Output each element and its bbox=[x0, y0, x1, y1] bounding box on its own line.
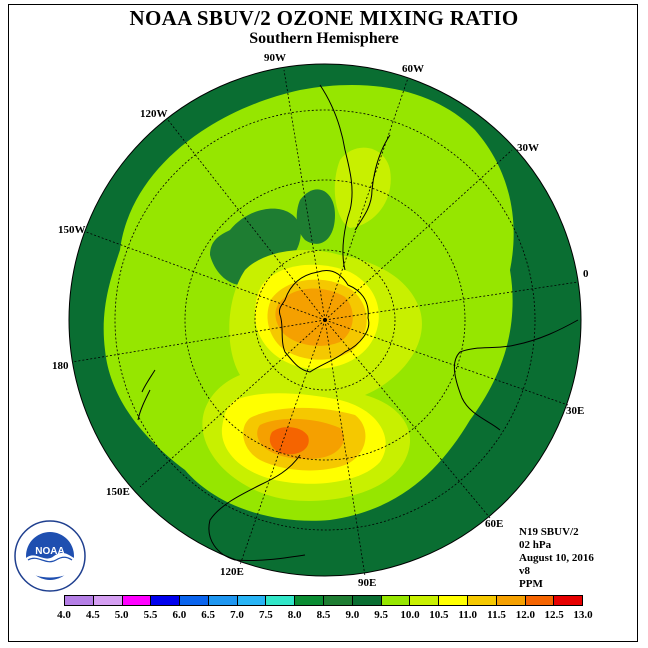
antarctica-coast bbox=[279, 270, 370, 373]
lon-label-90w: 90W bbox=[264, 52, 286, 64]
australia-coast bbox=[208, 454, 306, 562]
pressure-label: 02 hPa bbox=[519, 539, 552, 551]
colorbar-swatch bbox=[554, 596, 583, 605]
colorbar-tick-label: 7.0 bbox=[230, 609, 244, 621]
colorbar-swatch bbox=[352, 596, 382, 605]
plot-frame bbox=[8, 4, 638, 642]
graticule bbox=[71, 69, 579, 577]
logo-text: NOAA bbox=[35, 546, 64, 557]
colorbar-swatch bbox=[237, 596, 267, 605]
colorbar-tick-label: 8.5 bbox=[316, 609, 331, 621]
colorbar-tick-label: 8.0 bbox=[287, 609, 302, 621]
colorbar-swatch bbox=[295, 596, 325, 605]
colorbar-swatch bbox=[381, 596, 411, 605]
lon-label-0: 0 bbox=[583, 268, 589, 280]
new-zealand-coast bbox=[137, 369, 156, 421]
colorbar-swatch bbox=[151, 596, 181, 605]
colorbar-swatch bbox=[208, 596, 238, 605]
colorbar-swatch bbox=[93, 596, 123, 605]
logo-wave-line bbox=[27, 556, 73, 563]
lat-circle-2 bbox=[184, 179, 466, 461]
field-orange bbox=[275, 288, 353, 346]
colorbar-swatch bbox=[410, 596, 440, 605]
meridian-60w bbox=[324, 77, 409, 321]
colorbar-ticks: 4.0 4.5 5.0 5.5 6.0 6.5 7.0 7.5 8.0 8.5 9.0 9.5 10.0… bbox=[57, 609, 593, 623]
lon-label-180: 180 bbox=[52, 360, 69, 372]
colorbar-tick-label: 11.5 bbox=[487, 609, 506, 621]
lon-label-60e: 60E bbox=[485, 518, 504, 530]
lon-label-150w: 150W bbox=[58, 224, 86, 236]
lon-label-30w: 30W bbox=[517, 142, 539, 154]
field-red-orange bbox=[269, 427, 309, 455]
colorbar-swatch bbox=[439, 596, 468, 605]
lon-label-150e: 150E bbox=[106, 486, 130, 498]
colorbar-tick-label: 5.0 bbox=[114, 609, 129, 621]
colorbar-tick-label: 6.0 bbox=[172, 609, 187, 621]
colorbar-tick-label: 12.5 bbox=[544, 609, 564, 621]
meridian-90e bbox=[324, 319, 366, 577]
colorbar-tick-label: 13.0 bbox=[573, 609, 593, 621]
africa-coast bbox=[453, 319, 579, 431]
colorbar-swatch bbox=[324, 596, 353, 605]
lat-circle-1 bbox=[254, 249, 396, 391]
colorbar-swatch bbox=[180, 596, 209, 605]
meridian-0 bbox=[324, 281, 579, 321]
colorbar-tick-label: 9.5 bbox=[374, 609, 389, 621]
colorbar-swatch bbox=[122, 596, 152, 605]
colorbar-tick-label: 12.0 bbox=[515, 609, 535, 621]
colorbar-tick-label: 11.0 bbox=[458, 609, 477, 621]
lon-label-120w: 120W bbox=[140, 108, 168, 120]
instrument-label: N19 SBUV/2 bbox=[519, 526, 579, 538]
date-label: August 10, 2016 bbox=[519, 552, 594, 564]
lon-label-120e: 120E bbox=[220, 566, 244, 578]
meridian-150w bbox=[85, 231, 326, 321]
meridian-150e bbox=[139, 319, 326, 488]
meridian-180 bbox=[71, 319, 326, 363]
colorbar-swatch bbox=[65, 596, 94, 605]
coastlines bbox=[137, 84, 579, 562]
colorbar-tick-label: 7.5 bbox=[258, 609, 273, 621]
chart-subtitle: Southern Hemisphere bbox=[249, 30, 399, 47]
south-america-coast bbox=[319, 84, 391, 271]
chart-title: NOAA SBUV/2 OZONE MIXING RATIO bbox=[129, 6, 519, 30]
colorbar-swatch bbox=[525, 596, 555, 605]
colorbar-tick-label: 10.0 bbox=[400, 609, 420, 621]
colorbar-tick-label: 6.5 bbox=[201, 609, 216, 621]
lon-label-60w: 60W bbox=[402, 63, 424, 75]
colorbar-tick-label: 4.0 bbox=[57, 609, 71, 621]
map-border bbox=[68, 63, 582, 577]
colorbar-swatch bbox=[467, 596, 497, 605]
colorbar-swatch bbox=[266, 596, 296, 605]
colorbar-swatch bbox=[496, 596, 526, 605]
colorbar-tick-label: 5.5 bbox=[143, 609, 158, 621]
field-dark-blob-2 bbox=[296, 189, 335, 244]
lon-label-30e: 30E bbox=[566, 405, 585, 417]
units-label: PPM bbox=[519, 578, 543, 590]
lat-circle-3 bbox=[114, 109, 536, 531]
version-label: v8 bbox=[519, 565, 530, 577]
info-block: N19 SBUV/2 02 hPa August 10, 2016 v8 PPM bbox=[519, 526, 594, 591]
colorbar-tick-label: 9.0 bbox=[345, 609, 360, 621]
noaa-logo: NOAA bbox=[14, 520, 86, 592]
meridian-120e bbox=[239, 319, 326, 566]
south-pole-marker bbox=[323, 318, 327, 322]
colorbar-tick-label: 10.5 bbox=[429, 609, 449, 621]
lon-label-90e: 90E bbox=[358, 577, 377, 589]
meridian-60e bbox=[324, 319, 491, 519]
colorbar bbox=[64, 595, 583, 606]
colorbar-tick-label: 4.5 bbox=[85, 609, 100, 621]
meridian-30e bbox=[324, 319, 569, 406]
